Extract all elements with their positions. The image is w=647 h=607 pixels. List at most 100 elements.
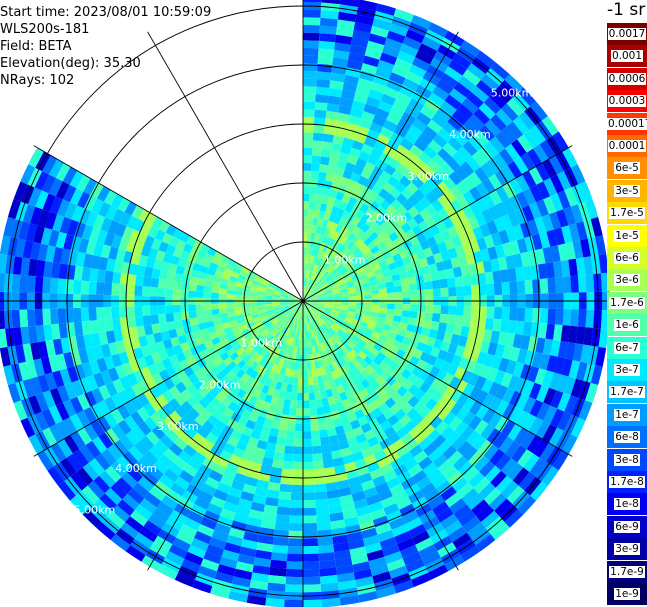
backscatter-cell xyxy=(173,281,182,290)
backscatter-cell xyxy=(264,333,272,341)
backscatter-cell xyxy=(368,275,377,283)
backscatter-cell xyxy=(232,266,242,275)
backscatter-cell xyxy=(392,253,402,263)
backscatter-cell xyxy=(568,147,578,165)
backscatter-cell xyxy=(349,44,367,56)
backscatter-cell xyxy=(318,297,326,300)
backscatter-cell xyxy=(331,231,340,241)
backscatter-cell xyxy=(325,388,334,398)
backscatter-cell xyxy=(204,279,214,287)
backscatter-cell xyxy=(239,324,249,332)
backscatter-cell xyxy=(522,188,537,206)
backscatter-cell xyxy=(269,474,282,484)
backscatter-cell xyxy=(391,320,401,329)
backscatter-cell xyxy=(205,476,220,490)
backscatter-cell xyxy=(382,45,400,58)
backscatter-cell xyxy=(399,342,409,353)
backscatter-cell xyxy=(375,177,388,189)
backscatter-cell xyxy=(397,328,407,337)
backscatter-cell xyxy=(130,337,141,350)
backscatter-cell xyxy=(380,220,391,232)
backscatter-cell xyxy=(206,345,217,355)
backscatter-cell xyxy=(211,286,220,294)
backscatter-cell xyxy=(28,147,44,168)
backscatter-cell xyxy=(336,330,344,339)
backscatter-cell xyxy=(392,490,409,504)
backscatter-cell xyxy=(327,329,334,337)
backscatter-cell xyxy=(173,456,188,470)
backscatter-cell xyxy=(447,450,463,466)
backscatter-cell xyxy=(431,313,441,323)
backscatter-cell xyxy=(117,197,131,213)
backscatter-cell xyxy=(176,418,190,432)
backscatter-cell xyxy=(549,372,562,391)
backscatter-cell xyxy=(188,304,197,312)
backscatter-cell xyxy=(333,303,342,307)
backscatter-cell xyxy=(253,557,271,568)
backscatter-cell xyxy=(154,360,166,373)
backscatter-cell xyxy=(200,558,220,572)
backscatter-cell xyxy=(293,322,298,331)
backscatter-cell xyxy=(399,85,416,99)
backscatter-cell xyxy=(538,263,548,280)
backscatter-cell xyxy=(461,488,479,505)
backscatter-cell xyxy=(11,274,21,293)
backscatter-cell xyxy=(312,453,323,462)
backscatter-cell xyxy=(321,0,341,5)
backscatter-cell xyxy=(253,343,262,352)
backscatter-cell xyxy=(272,304,281,308)
backscatter-cell xyxy=(192,579,213,594)
backscatter-cell xyxy=(0,253,8,274)
backscatter-cell xyxy=(43,261,53,278)
backscatter-cell xyxy=(355,229,365,239)
backscatter-cell xyxy=(386,112,401,126)
backscatter-cell xyxy=(351,225,361,236)
backscatter-cell xyxy=(104,318,114,332)
backscatter-cell xyxy=(406,269,416,278)
backscatter-cell xyxy=(30,376,43,396)
backscatter-cell xyxy=(187,373,199,385)
backscatter-cell xyxy=(401,256,412,266)
backscatter-cell xyxy=(238,350,248,360)
backscatter-cell xyxy=(423,344,434,355)
backscatter-cell xyxy=(334,342,342,352)
backscatter-cell xyxy=(413,213,425,225)
backscatter-cell xyxy=(165,551,185,566)
backscatter-cell xyxy=(443,332,453,343)
backscatter-cell xyxy=(478,102,496,120)
backscatter-cell xyxy=(303,55,319,64)
backscatter-cell xyxy=(311,282,318,289)
backscatter-cell xyxy=(315,498,329,508)
backscatter-cell xyxy=(295,323,299,332)
backscatter-cell xyxy=(570,378,584,398)
backscatter-cell xyxy=(287,328,292,337)
backscatter-cell xyxy=(303,377,309,386)
backscatter-cell xyxy=(304,308,307,317)
backscatter-cell xyxy=(250,340,259,350)
backscatter-cell xyxy=(322,405,332,415)
backscatter-cell xyxy=(264,322,273,329)
backscatter-cell xyxy=(295,415,303,424)
backscatter-cell xyxy=(242,426,254,437)
backscatter-cell xyxy=(323,125,336,136)
backscatter-cell xyxy=(325,263,332,272)
backscatter-cell xyxy=(437,194,451,208)
backscatter-cell xyxy=(365,96,381,108)
backscatter-cell xyxy=(283,318,290,326)
scan-info: Start time: 2023/08/01 10:59:09 WLS200s-… xyxy=(0,4,211,89)
colorbar-label: 3e-6 xyxy=(614,274,640,287)
backscatter-cell xyxy=(126,284,135,296)
backscatter-cell xyxy=(560,259,571,277)
backscatter-cell xyxy=(216,482,231,495)
backscatter-cell xyxy=(246,321,255,329)
backscatter-cell xyxy=(291,338,296,347)
backscatter-cell xyxy=(339,338,348,347)
backscatter-cell xyxy=(271,317,279,325)
backscatter-cell xyxy=(285,576,303,585)
backscatter-cell xyxy=(37,374,50,393)
backscatter-cell xyxy=(334,127,346,138)
backscatter-cell xyxy=(365,227,375,237)
backscatter-cell xyxy=(221,322,231,329)
backscatter-cell xyxy=(112,318,122,331)
backscatter-cell xyxy=(227,311,236,318)
